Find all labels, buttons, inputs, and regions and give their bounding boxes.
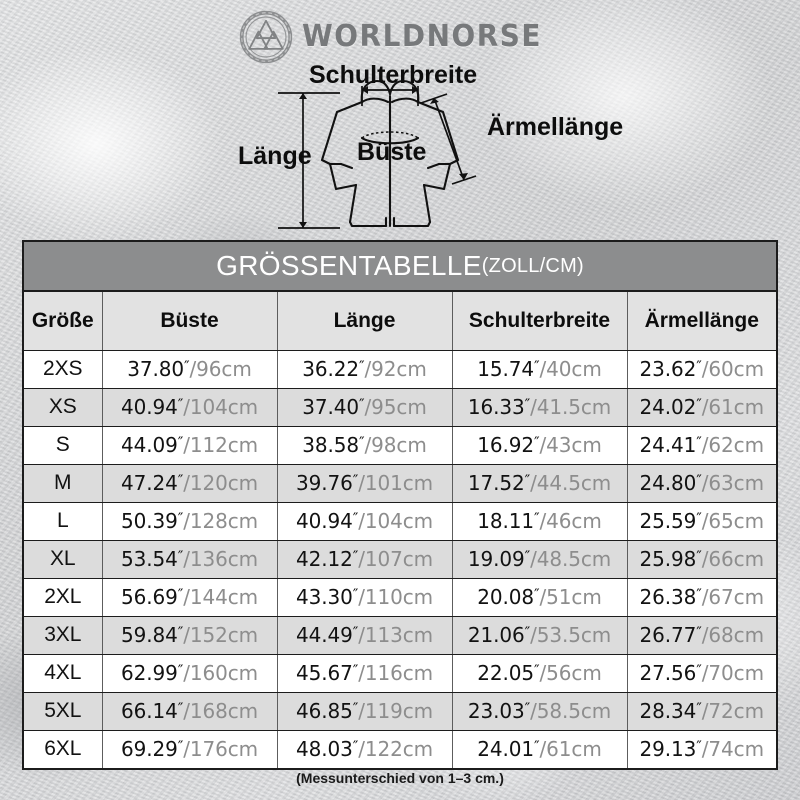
table-row: 5XL 66.14″/168cm 46.85″/119cm 23.03″/58.5cm… bbox=[24, 692, 776, 731]
cell-size: 6XL bbox=[24, 730, 103, 768]
column-header-shoulder: Schulterbreite bbox=[452, 292, 628, 351]
cell-bust: 59.84″/152cm bbox=[102, 616, 278, 655]
cell-bust: 69.29″/176cm bbox=[102, 730, 278, 768]
cell-length: 45.67″/116cm bbox=[277, 654, 453, 693]
size-table-container: GRÖSSENTABELLE (ZOLL/CM) Größe Büste Läng… bbox=[22, 240, 778, 770]
cell-size: 5XL bbox=[24, 692, 103, 731]
cell-sleeve: 26.38″/67cm bbox=[627, 578, 776, 617]
table-row: 2XL 56.69″/144cm 43.30″/110cm 20.08″/51cm 26… bbox=[24, 578, 776, 617]
table-row: L 50.39″/128cm 40.94″/104cm 18.11″/46cm 25.5… bbox=[24, 502, 776, 541]
cell-shoulder: 16.92″/43cm bbox=[452, 426, 628, 465]
cell-shoulder: 24.01″/61cm bbox=[452, 730, 628, 768]
cell-bust: 66.14″/168cm bbox=[102, 692, 278, 731]
cell-bust: 50.39″/128cm bbox=[102, 502, 278, 541]
cell-size: 2XL bbox=[24, 578, 103, 617]
cell-length: 39.76″/101cm bbox=[277, 464, 453, 503]
cell-sleeve: 29.13″/74cm bbox=[627, 730, 776, 768]
cell-size: 2XS bbox=[24, 350, 103, 389]
table-row: S 44.09″/112cm 38.58″/98cm 16.92″/43cm 24.41… bbox=[24, 426, 776, 465]
cell-sleeve: 24.02″/61cm bbox=[627, 388, 776, 427]
cell-bust: 56.69″/144cm bbox=[102, 578, 278, 617]
cell-sleeve: 25.98″/66cm bbox=[627, 540, 776, 579]
cell-length: 38.58″/98cm bbox=[277, 426, 453, 465]
table-row: XS 40.94″/104cm 37.40″/95cm 16.33″/41.5cm 24… bbox=[24, 388, 776, 427]
cell-bust: 40.94″/104cm bbox=[102, 388, 278, 427]
cell-length: 46.85″/119cm bbox=[277, 692, 453, 731]
hooded-coat-illustration bbox=[278, 79, 477, 229]
cell-sleeve: 23.62″/60cm bbox=[627, 350, 776, 389]
cell-length: 48.03″/122cm bbox=[277, 730, 453, 768]
cell-shoulder: 16.33″/41.5cm bbox=[452, 388, 628, 427]
table-row: M 47.24″/120cm 39.76″/101cm 17.52″/44.5cm 24… bbox=[24, 464, 776, 503]
cell-sleeve: 24.80″/63cm bbox=[627, 464, 776, 503]
cell-shoulder: 15.74″/40cm bbox=[452, 350, 628, 389]
shoulder-dimension-arrow bbox=[361, 86, 419, 106]
cell-shoulder: 22.05″/56cm bbox=[452, 654, 628, 693]
table-row: 6XL 69.29″/176cm 48.03″/122cm 24.01″/61cm 29… bbox=[24, 730, 776, 768]
cell-bust: 47.24″/120cm bbox=[102, 464, 278, 503]
table-title-band: GRÖSSENTABELLE (ZOLL/CM) bbox=[24, 242, 776, 292]
brand-logo: WORLDNORSE bbox=[0, 8, 800, 66]
table-title-unit: (ZOLL/CM) bbox=[481, 255, 584, 277]
valknut-circle-icon bbox=[240, 10, 293, 64]
cell-length: 40.94″/104cm bbox=[277, 502, 453, 541]
shoulder-label: Schulterbreite bbox=[309, 61, 478, 89]
cell-length: 44.49″/113cm bbox=[277, 616, 453, 655]
cell-shoulder: 21.06″/53.5cm bbox=[452, 616, 628, 655]
cell-length: 36.22″/92cm bbox=[277, 350, 453, 389]
sleeve-label: Ärmellänge bbox=[487, 113, 624, 141]
table-header-row: Größe Büste Länge Schulterbreite Ärmellä… bbox=[24, 292, 776, 351]
size-table: Größe Büste Länge Schulterbreite Ärmellä… bbox=[24, 292, 776, 768]
table-row: 2XS 37.80″/96cm 36.22″/92cm 15.74″/40cm 23.6… bbox=[24, 350, 776, 389]
cell-size: 3XL bbox=[24, 616, 103, 655]
length-label: Länge bbox=[238, 142, 312, 170]
cell-sleeve: 28.34″/72cm bbox=[627, 692, 776, 731]
cell-sleeve: 26.77″/68cm bbox=[627, 616, 776, 655]
length-dimension-arrow bbox=[278, 92, 340, 229]
column-header-sleeve: Ärmellänge bbox=[627, 292, 776, 351]
table-row: 4XL 62.99″/160cm 45.67″/116cm 22.05″/56cm 27… bbox=[24, 654, 776, 693]
cell-bust: 53.54″/136cm bbox=[102, 540, 278, 579]
cell-bust: 37.80″/96cm bbox=[102, 350, 278, 389]
table-row: 3XL 59.84″/152cm 44.49″/113cm 21.06″/53.5cm… bbox=[24, 616, 776, 655]
cell-shoulder: 20.08″/51cm bbox=[452, 578, 628, 617]
cell-bust: 62.99″/160cm bbox=[102, 654, 278, 693]
measurement-footnote: (Messunterschied von 1–3 cm.) bbox=[296, 770, 504, 786]
cell-size: M bbox=[24, 464, 103, 503]
table-body: 2XS 37.80″/96cm 36.22″/92cm 15.74″/40cm 23.6… bbox=[24, 350, 776, 768]
cell-sleeve: 27.56″/70cm bbox=[627, 654, 776, 693]
cell-shoulder: 17.52″/44.5cm bbox=[452, 464, 628, 503]
cell-size: XS bbox=[24, 388, 103, 427]
brand-name: WORLDNORSE bbox=[302, 19, 543, 54]
cell-length: 43.30″/110cm bbox=[277, 578, 453, 617]
column-header-size: Größe bbox=[24, 292, 103, 351]
cell-shoulder: 19.09″/48.5cm bbox=[452, 540, 628, 579]
cell-size: S bbox=[24, 426, 103, 465]
garment-diagram bbox=[0, 56, 800, 238]
cell-size: 4XL bbox=[24, 654, 103, 693]
cell-bust: 44.09″/112cm bbox=[102, 426, 278, 465]
sleeve-dimension-arrow bbox=[420, 93, 477, 185]
cell-length: 37.40″/95cm bbox=[277, 388, 453, 427]
column-header-length: Länge bbox=[277, 292, 453, 351]
column-header-bust: Büste bbox=[102, 292, 278, 351]
cell-shoulder: 18.11″/46cm bbox=[452, 502, 628, 541]
table-row: XL 53.54″/136cm 42.12″/107cm 19.09″/48.5cm 2… bbox=[24, 540, 776, 579]
cell-size: L bbox=[24, 502, 103, 541]
bust-label: Büste bbox=[357, 138, 427, 166]
cell-sleeve: 24.41″/62cm bbox=[627, 426, 776, 465]
table-title: GRÖSSENTABELLE bbox=[216, 250, 482, 281]
cell-size: XL bbox=[24, 540, 103, 579]
cell-shoulder: 23.03″/58.5cm bbox=[452, 692, 628, 731]
cell-sleeve: 25.59″/65cm bbox=[627, 502, 776, 541]
cell-length: 42.12″/107cm bbox=[277, 540, 453, 579]
